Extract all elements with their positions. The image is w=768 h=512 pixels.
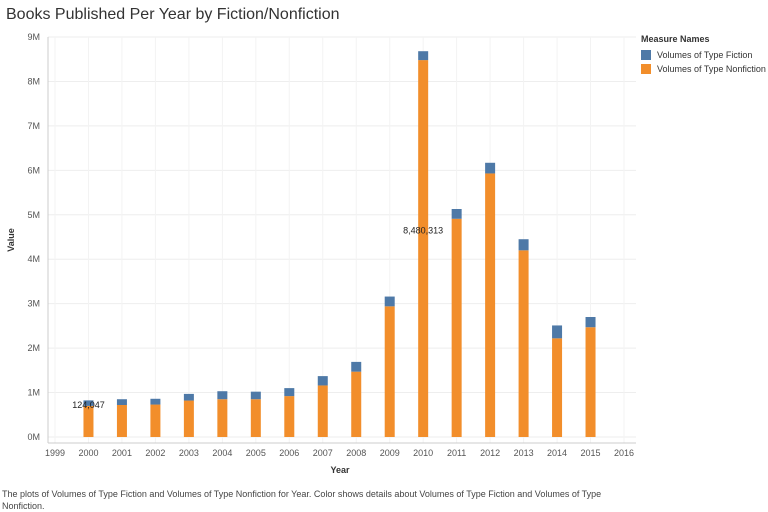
x-tick-label: 2012 (480, 448, 500, 458)
bar-fiction-2015 (585, 317, 596, 328)
bar-nonfiction-2002 (150, 404, 161, 437)
x-tick-label: 2015 (581, 448, 601, 458)
x-axis-label: Year (330, 465, 350, 475)
bar-fiction-2002 (150, 398, 161, 405)
y-tick-label: 4M (27, 254, 40, 264)
bar-nonfiction-2013 (518, 250, 529, 437)
bar-fiction-2001 (116, 399, 127, 405)
bar-fiction-2011 (451, 209, 462, 219)
bar-fiction-2010 (418, 51, 429, 61)
y-tick-label: 8M (27, 76, 40, 86)
bar-nonfiction-2008 (351, 371, 362, 437)
bar-nonfiction-2012 (485, 173, 496, 437)
bar-nonfiction-2010 (418, 60, 429, 437)
x-tick-label: 1999 (45, 448, 65, 458)
bar-nonfiction-2007 (317, 385, 328, 437)
bar-fiction-2004 (217, 391, 228, 400)
x-tick-label: 2008 (346, 448, 366, 458)
y-tick-label: 3M (27, 299, 40, 309)
legend-swatch-nonfiction (641, 64, 651, 74)
x-tick-label: 2002 (145, 448, 165, 458)
x-tick-label: 2016 (614, 448, 634, 458)
legend-title: Measure Names (641, 34, 710, 44)
legend-swatch-fiction (641, 50, 651, 60)
bar-fiction-2009 (384, 296, 395, 307)
bar-fiction-2008 (351, 361, 362, 372)
bar-fiction-2013 (518, 239, 529, 251)
y-tick-label: 6M (27, 165, 40, 175)
bar-fiction-2000 (83, 400, 94, 406)
chart-title: Books Published Per Year by Fiction/Nonf… (6, 6, 340, 23)
bar-nonfiction-2003 (183, 400, 194, 437)
x-tick-label: 2000 (78, 448, 98, 458)
bar-nonfiction-2009 (384, 306, 395, 437)
bar-fiction-2006 (284, 388, 295, 397)
y-tick-label: 1M (27, 388, 40, 398)
y-tick-label: 7M (27, 121, 40, 131)
bar-nonfiction-2011 (451, 218, 462, 437)
bar-nonfiction-2000 (83, 405, 94, 437)
y-tick-label: 9M (27, 32, 40, 42)
x-tick-label: 2010 (413, 448, 433, 458)
x-tick-label: 2014 (547, 448, 567, 458)
x-tick-label: 2006 (279, 448, 299, 458)
legend-label-fiction: Volumes of Type Fiction (657, 50, 753, 60)
legend-item-fiction[interactable]: Volumes of Type Fiction (641, 48, 766, 62)
y-axis-label: Value (6, 228, 16, 252)
bar-nonfiction-2006 (284, 396, 295, 437)
bar-nonfiction-2001 (116, 405, 127, 437)
x-tick-label: 2005 (246, 448, 266, 458)
legend-item-nonfiction[interactable]: Volumes of Type Nonfiction (641, 62, 766, 76)
bar-nonfiction-2015 (585, 327, 596, 437)
y-tick-label: 2M (27, 343, 40, 353)
chart-caption: The plots of Volumes of Type Fiction and… (2, 489, 602, 511)
bar-fiction-2003 (183, 393, 194, 401)
data-label-2010: 8,480,313 (403, 225, 443, 235)
x-tick-label: 2003 (179, 448, 199, 458)
bar-fiction-2014 (552, 325, 563, 339)
x-tick-label: 2009 (380, 448, 400, 458)
bar-nonfiction-2004 (217, 399, 228, 437)
data-label-2000: 124,047 (72, 400, 105, 410)
y-tick-label: 0M (27, 432, 40, 442)
bar-fiction-2005 (250, 391, 261, 400)
bar-fiction-2012 (485, 162, 496, 174)
x-tick-label: 2001 (112, 448, 132, 458)
x-tick-label: 2011 (447, 448, 466, 458)
legend: Measure Names Volumes of Type Fiction Vo… (641, 34, 766, 76)
x-tick-label: 2013 (514, 448, 534, 458)
x-tick-label: 2004 (212, 448, 232, 458)
bar-nonfiction-2005 (250, 399, 261, 437)
bar-nonfiction-2014 (552, 338, 563, 437)
x-tick-label: 2007 (313, 448, 333, 458)
bar-fiction-2007 (317, 376, 328, 386)
y-tick-label: 5M (27, 210, 40, 220)
legend-label-nonfiction: Volumes of Type Nonfiction (657, 64, 766, 74)
